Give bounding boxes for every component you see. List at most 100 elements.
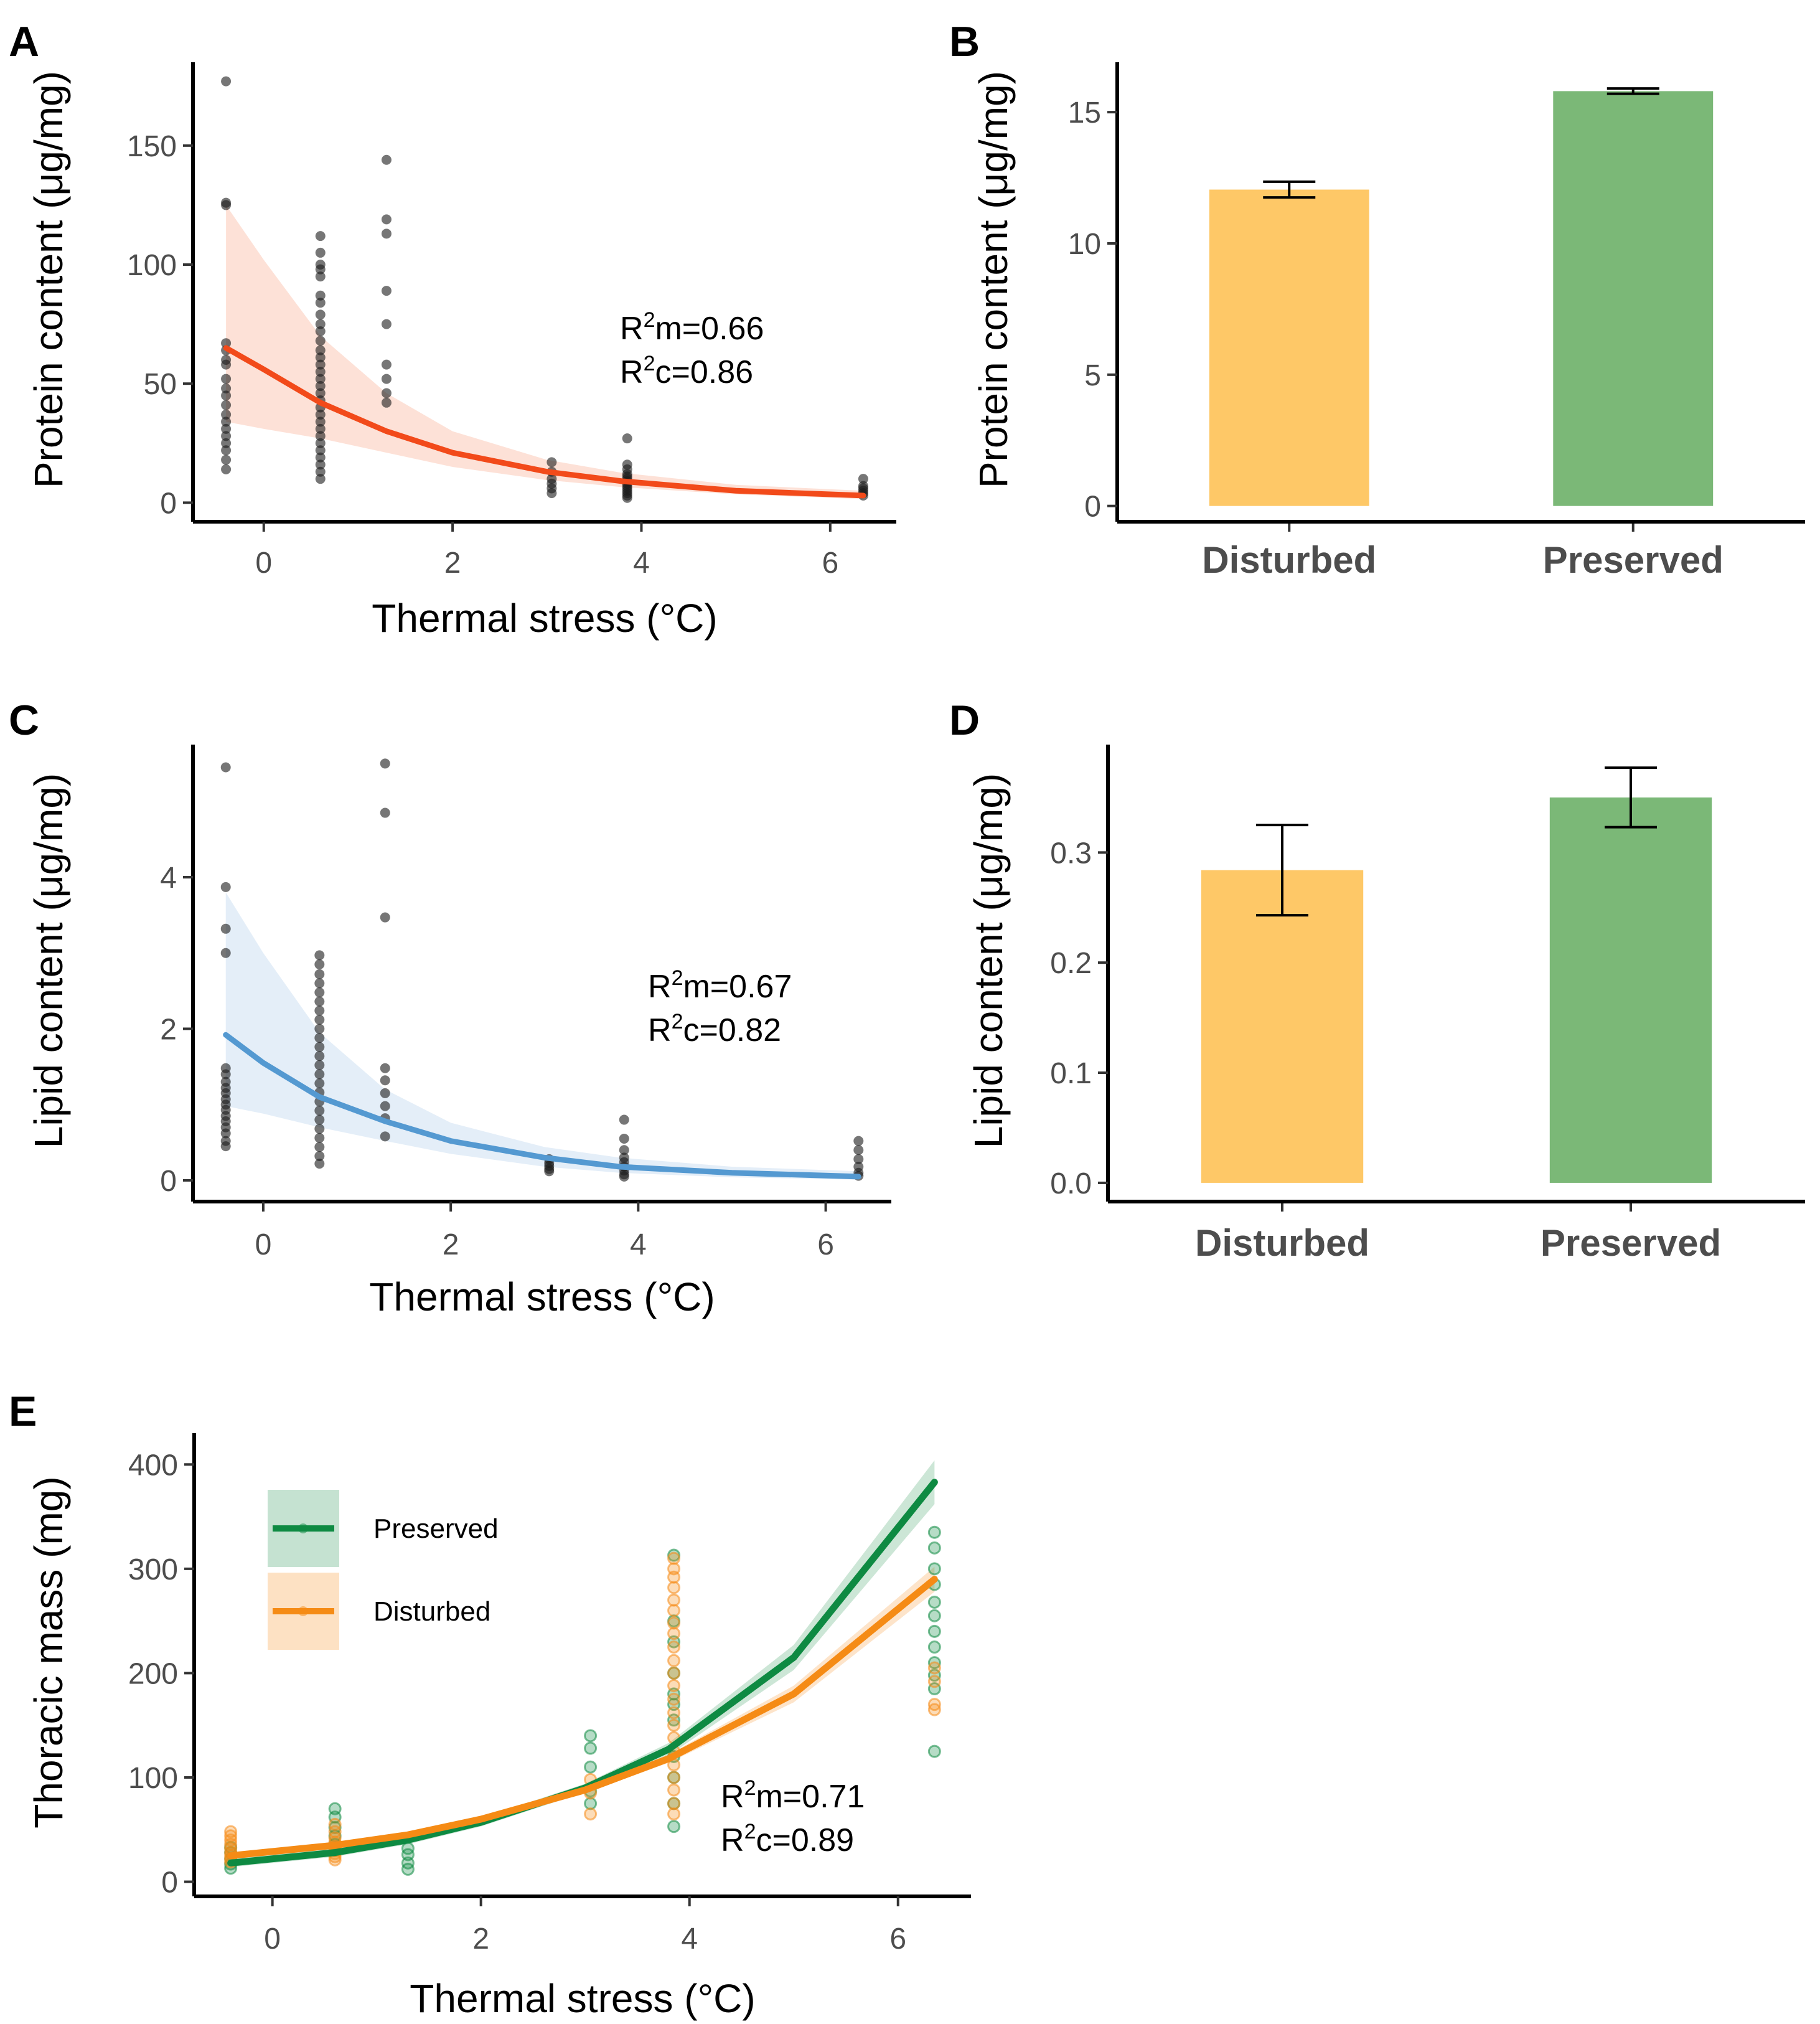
data-point-disturbed [667,1783,681,1797]
data-point [380,1088,390,1098]
data-point-preserved [927,1640,941,1654]
bar-disturbed [1201,870,1364,1183]
x-axis-title: Thermal stress (°C) [369,1274,715,1319]
data-point-disturbed [667,1692,681,1706]
data-point [221,431,232,441]
y-tick-label: 400 [128,1449,178,1482]
data-point-disturbed [667,1666,681,1680]
data-point [380,1063,390,1073]
r2m-annotation: R2m=0.67 [648,966,792,1005]
data-point [221,338,232,349]
data-point [314,1132,325,1143]
data-point [315,231,326,242]
data-point [380,758,390,769]
legend-label-preserved: Preserved [373,1513,499,1544]
r2c-annotation: R2c=0.82 [648,1010,781,1048]
r2c-sup: 2 [744,1820,756,1843]
x-tick-label: 4 [630,1228,647,1261]
fit-line [223,1032,861,1180]
data-point [314,1033,325,1043]
y-tick-label: 100 [128,1762,178,1795]
data-point [546,457,557,468]
data-point [314,950,325,961]
data-point [220,762,231,773]
y-tick-label: 200 [128,1657,178,1690]
data-point [619,1133,629,1144]
data-point [314,969,325,979]
data-point-preserved [927,1541,941,1555]
data-point [380,807,390,818]
r2c-annotation: R2c=0.89 [721,1820,854,1858]
data-point-preserved [667,1820,681,1833]
data-point [315,247,326,258]
panel-B: Disturbed Preserved 0 5 10 15 Protein content … [949,18,1805,581]
r2m-value: m=0.67 [683,969,792,1005]
data-point [380,1101,390,1111]
data-point [619,1171,629,1182]
confidence-band [226,205,863,499]
data-point [315,271,326,282]
data-point [315,438,326,448]
data-point-disturbed [927,1703,941,1716]
data-point [544,1166,555,1177]
data-point [314,1105,325,1116]
data-point-disturbed [667,1654,681,1667]
panel-D: Disturbed Preserved 0.0 0.1 0.2 0.3 Lipid cont… [949,697,1805,1264]
x-tick-label: 4 [633,547,650,580]
data-point [314,959,325,970]
y-tick-label: 300 [128,1553,178,1586]
data-point [221,438,232,448]
panel-E: 0 100 200 300 400 0 2 4 6 Thermal stress (°C) Thor… [9,1388,971,2021]
y-tick-label: 15 [1068,96,1101,129]
r2m-r: R [721,1779,744,1815]
y-tick-label: 0.1 [1050,1057,1092,1090]
data-point [315,374,326,384]
data-point [221,374,232,384]
data-point-preserved [584,1729,598,1743]
data-point [221,454,232,465]
x-tick-label: 0 [255,547,272,580]
data-point [315,326,326,337]
data-point [314,1024,325,1034]
data-point [314,987,325,998]
y-tick-label: 0 [1084,491,1101,524]
r2m-sup: 2 [744,1776,756,1800]
r2m-r: R [620,311,644,347]
panel-A: 0 50 100 150 0 2 4 6 Thermal stress (°C) Protein … [9,18,896,641]
y-tick-label: 0.2 [1050,947,1092,980]
data-point [220,948,231,958]
data-point [314,1051,325,1061]
data-point [315,352,326,363]
data-point [315,474,326,484]
data-point [858,474,868,484]
r2c-value: c=0.82 [683,1012,781,1048]
data-point [220,1128,231,1139]
data-point [221,409,232,420]
y-tick-label: 0 [161,1866,178,1899]
data-point [315,388,326,398]
data-point [546,488,557,499]
data-point-disturbed [584,1807,598,1821]
data-point [315,336,326,346]
data-point-disturbed [667,1640,681,1654]
panel-label: D [949,697,980,744]
panel-label: B [949,18,980,65]
data-point [315,431,326,441]
data-point-preserved [927,1624,941,1638]
data-point [314,1151,325,1161]
data-point-disturbed [927,1675,941,1688]
x-tick-label: 2 [444,547,461,580]
data-point [314,1124,325,1134]
y-tick-label: 10 [1068,228,1101,261]
data-point [381,154,392,165]
y-tick-label: 0 [160,1165,177,1198]
data-point [221,417,232,427]
data-point-preserved [584,1760,598,1774]
data-point-disturbed [667,1706,681,1720]
data-point-preserved [584,1741,598,1755]
data-point [315,298,326,308]
y-axis-title: Protein content (μg/mg) [26,71,71,488]
data-point [380,1131,390,1142]
y-tick-label: 0 [160,487,177,520]
data-point [315,459,326,470]
